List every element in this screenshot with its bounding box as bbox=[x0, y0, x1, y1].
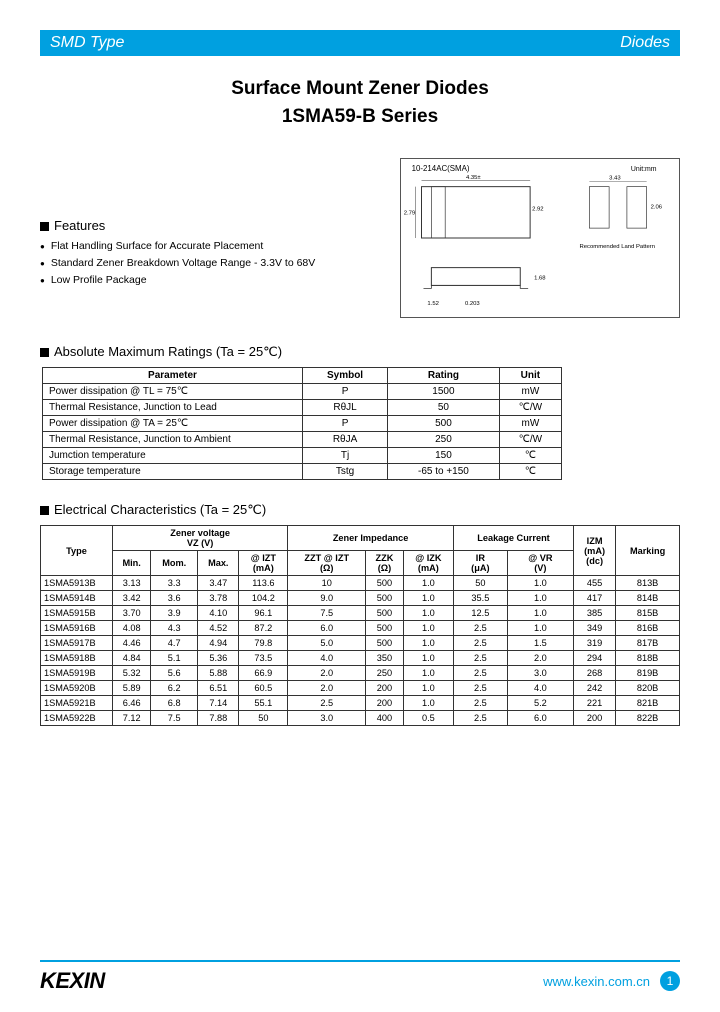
title-block: Surface Mount Zener Diodes 1SMA59-B Seri… bbox=[40, 78, 680, 128]
svg-text:4.35±: 4.35± bbox=[466, 175, 481, 181]
table-row: Storage temperatureTstg-65 to +150℃ bbox=[43, 464, 562, 480]
svg-text:0.203: 0.203 bbox=[465, 301, 480, 307]
header-bar: SMD Type Diodes bbox=[40, 30, 680, 56]
table-row: Power dissipation @ TL = 75℃P1500mW bbox=[43, 384, 562, 400]
feature-item: Standard Zener Breakdown Voltage Range -… bbox=[40, 257, 400, 269]
pkg-label-top: 10-214AC(SMA) bbox=[412, 164, 470, 173]
svg-text:2.92: 2.92 bbox=[532, 206, 544, 212]
elec-table: TypeZener voltageVZ (V)Zener ImpedanceLe… bbox=[40, 525, 680, 726]
title-line2: 1SMA59-B Series bbox=[40, 106, 680, 128]
header-right: Diodes bbox=[620, 34, 670, 52]
package-drawing: 10-214AC(SMA) Unit:mm 4.35± 2.79 2.92 3.… bbox=[400, 158, 680, 318]
feature-item: Flat Handling Surface for Accurate Place… bbox=[40, 240, 400, 252]
svg-text:3.43: 3.43 bbox=[609, 176, 621, 182]
features-section: Features Flat Handling Surface for Accur… bbox=[40, 158, 400, 318]
table-row: 1SMA5922B7.127.57.88503.04000.52.56.0200… bbox=[41, 711, 680, 726]
datasheet-page: SMD Type Diodes Surface Mount Zener Diod… bbox=[0, 0, 720, 1012]
feature-item: Low Profile Package bbox=[40, 274, 400, 286]
features-list: Flat Handling Surface for Accurate Place… bbox=[40, 240, 400, 286]
elec-heading: Electrical Characteristics (Ta = 25℃) bbox=[54, 502, 266, 517]
elec-section: Electrical Characteristics (Ta = 25℃) Ty… bbox=[40, 502, 680, 726]
table-row: Power dissipation @ TA = 25℃P500mW bbox=[43, 416, 562, 432]
amr-section: Absolute Maximum Ratings (Ta = 25℃) Para… bbox=[40, 344, 680, 480]
table-row: 1SMA5919B5.325.65.8866.92.02501.02.53.02… bbox=[41, 666, 680, 681]
title-line1: Surface Mount Zener Diodes bbox=[40, 78, 680, 100]
table-row: Thermal Resistance, Junction to AmbientR… bbox=[43, 432, 562, 448]
table-row: 1SMA5921B6.466.87.1455.12.52001.02.55.22… bbox=[41, 696, 680, 711]
table-row: Thermal Resistance, Junction to LeadRθJL… bbox=[43, 400, 562, 416]
table-row: 1SMA5914B3.423.63.78104.29.05001.035.51.… bbox=[41, 591, 680, 606]
svg-text:Recommended Land Pattern: Recommended Land Pattern bbox=[580, 244, 656, 250]
table-row: 1SMA5918B4.845.15.3673.54.03501.02.52.02… bbox=[41, 651, 680, 666]
footer-url: www.kexin.com.cn bbox=[543, 974, 650, 989]
header-left: SMD Type bbox=[50, 34, 124, 52]
svg-text:1.52: 1.52 bbox=[427, 301, 439, 307]
table-row: 1SMA5916B4.084.34.5287.26.05001.02.51.03… bbox=[41, 621, 680, 636]
pkg-label-unit: Unit:mm bbox=[631, 166, 657, 173]
page-number: 1 bbox=[660, 971, 680, 991]
table-row: 1SMA5917B4.464.74.9479.85.05001.02.51.53… bbox=[41, 636, 680, 651]
features-heading: Features bbox=[54, 218, 105, 233]
footer: KEXIN www.kexin.com.cn 1 bbox=[40, 960, 680, 994]
logo: KEXIN bbox=[40, 968, 105, 994]
amr-table: ParameterSymbolRatingUnitPower dissipati… bbox=[42, 367, 562, 480]
table-row: 1SMA5920B5.896.26.5160.52.02001.02.54.02… bbox=[41, 681, 680, 696]
table-row: 1SMA5913B3.133.33.47113.6105001.0501.045… bbox=[41, 576, 680, 591]
svg-text:2.06: 2.06 bbox=[651, 204, 663, 210]
svg-text:1.68: 1.68 bbox=[534, 275, 546, 281]
table-row: Jumction temperatureTj150℃ bbox=[43, 448, 562, 464]
svg-text:2.79: 2.79 bbox=[404, 210, 416, 216]
amr-heading: Absolute Maximum Ratings (Ta = 25℃) bbox=[54, 344, 282, 359]
table-row: 1SMA5915B3.703.94.1096.17.55001.012.51.0… bbox=[41, 606, 680, 621]
